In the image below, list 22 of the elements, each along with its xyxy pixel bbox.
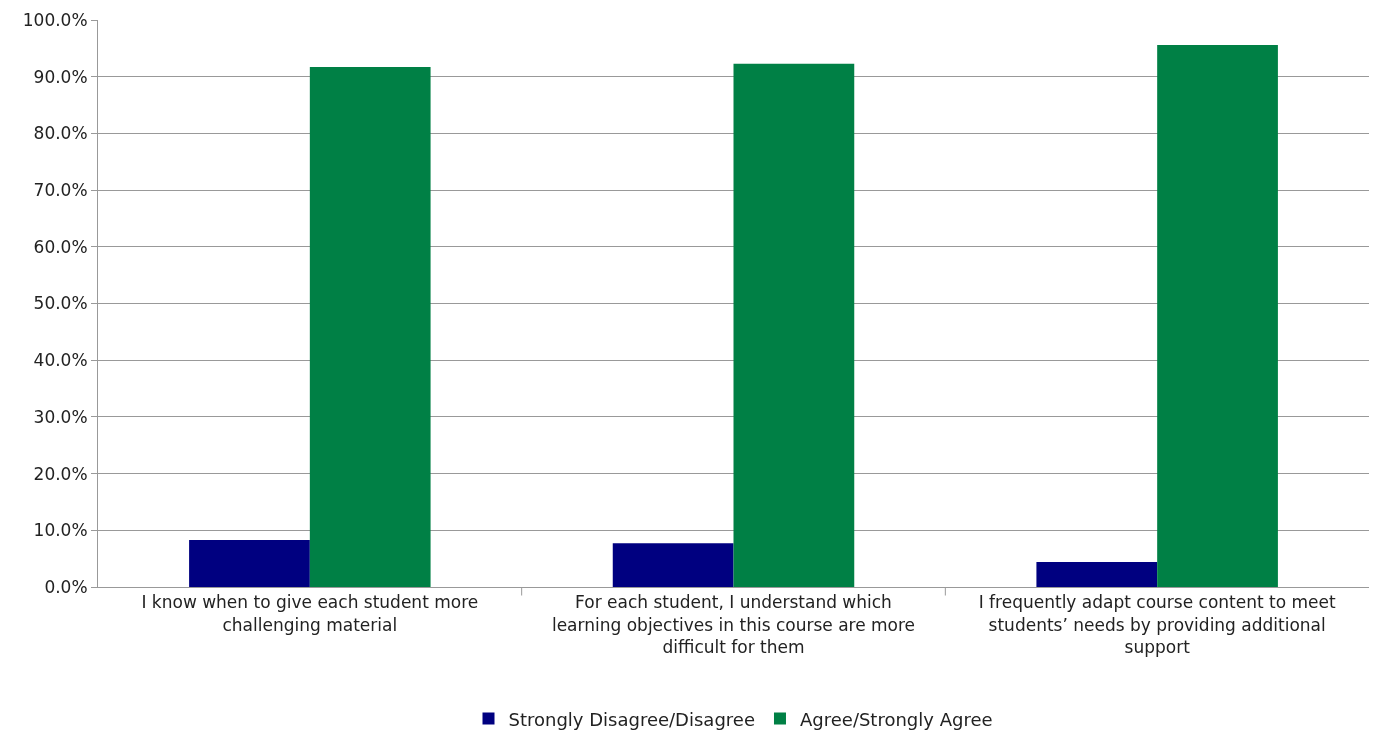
y-tick-label: 0.0% xyxy=(44,576,88,597)
legend-label: Agree/Strongly Agree xyxy=(799,708,993,730)
y-tick-label: 50.0% xyxy=(33,293,88,314)
bar xyxy=(1157,44,1278,587)
bar xyxy=(612,543,734,587)
y-tick-label: 100.0% xyxy=(22,9,88,30)
bar xyxy=(1036,562,1158,587)
x-tick-label: For each student, I understand which learning objectives in this course are more difficult for them xyxy=(551,592,916,657)
y-tick-label: 70.0% xyxy=(33,180,88,201)
y-tick-label: 90.0% xyxy=(33,66,88,87)
bar xyxy=(733,63,855,587)
y-tick-label: 60.0% xyxy=(33,236,88,257)
legend-label: Strongly Disagree/Disagree xyxy=(508,708,755,730)
x-tick-label: I frequently adapt course content to meet students’ needs by providing additional support xyxy=(978,592,1336,657)
x-tick-label: I know when to give each student more challenging material xyxy=(141,592,479,635)
y-tick-label: 40.0% xyxy=(33,350,88,371)
y-tick-label: 30.0% xyxy=(33,406,88,427)
y-tick-label: 10.0% xyxy=(33,520,88,541)
bar xyxy=(309,67,431,587)
y-tick-label: 80.0% xyxy=(33,123,88,144)
bar xyxy=(189,539,310,587)
y-tick-label: 20.0% xyxy=(33,463,88,484)
